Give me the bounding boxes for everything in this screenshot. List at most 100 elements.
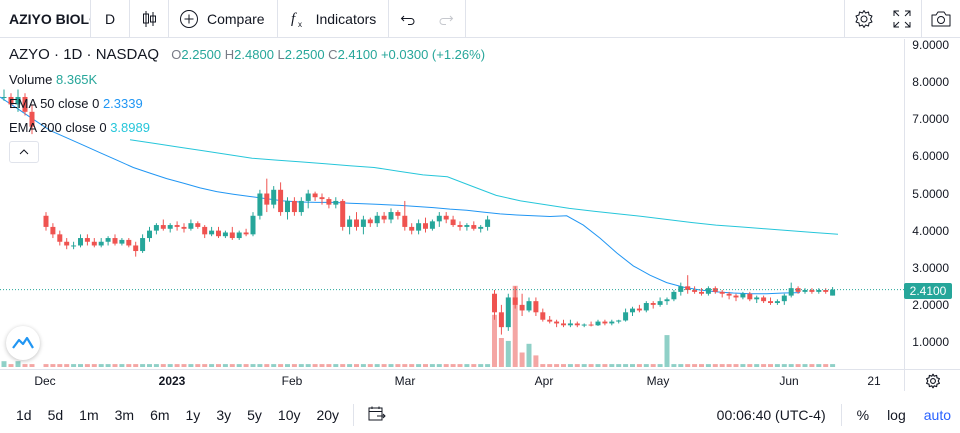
fullscreen-button[interactable] <box>883 0 921 38</box>
volume-bar <box>271 364 277 367</box>
volume-bar <box>181 364 187 367</box>
undo-button[interactable] <box>389 0 427 38</box>
candle-body <box>436 215 442 222</box>
ema50-legend[interactable]: EMA 50 close 0 2.3339 <box>9 96 143 111</box>
settings-button[interactable] <box>845 0 883 38</box>
candle-body <box>768 301 773 304</box>
price-axis[interactable]: 9.0000 8.0000 7.0000 6.0000 5.0000 4.0000 3.00… <box>904 38 960 369</box>
candle-body <box>457 225 463 227</box>
collapse-legend-button[interactable] <box>9 141 39 163</box>
range-5y[interactable]: 5y <box>247 407 262 423</box>
volume-bar <box>112 364 118 367</box>
snapshot-button[interactable] <box>922 0 960 38</box>
ema200-legend[interactable]: EMA 200 close 0 3.8989 <box>9 120 150 135</box>
range-1d[interactable]: 1d <box>16 407 32 423</box>
volume-bar <box>636 364 642 367</box>
top-toolbar: AZIYO BIOLOGICS D Compare f x Indicators <box>0 0 960 38</box>
candle-body <box>181 226 187 229</box>
volume-bar <box>595 364 601 367</box>
volume-bar <box>526 343 532 367</box>
volume-bar <box>664 335 670 367</box>
volume-bar <box>354 364 359 367</box>
candle-body <box>602 321 608 324</box>
volume-bar <box>733 364 739 367</box>
divider <box>90 0 91 38</box>
candle-body <box>498 312 504 328</box>
logo[interactable] <box>6 326 40 360</box>
range-20y[interactable]: 20y <box>316 407 340 423</box>
volume-bar <box>719 364 725 367</box>
open-label: O <box>171 47 182 62</box>
candle-body <box>326 199 332 205</box>
log-toggle[interactable]: log <box>887 407 906 423</box>
range-1m[interactable]: 1m <box>79 407 99 423</box>
volume-bar <box>650 364 656 367</box>
candle-body <box>112 238 118 244</box>
plus-circle-icon <box>180 9 198 28</box>
candle-body <box>188 223 194 229</box>
volume-legend[interactable]: Volume 8.365K <box>9 72 97 87</box>
volume-bar <box>160 364 166 367</box>
volume-bar <box>623 364 629 367</box>
chart-type-button[interactable] <box>130 0 168 38</box>
volume-bar <box>726 364 732 367</box>
volume-bar <box>492 314 497 367</box>
candle-body <box>609 321 615 324</box>
chevron-up-icon <box>19 149 29 155</box>
candle-body <box>98 241 104 246</box>
candle-body <box>719 291 725 294</box>
price-chart[interactable] <box>0 39 904 369</box>
candle-body <box>140 238 146 252</box>
range-5d[interactable]: 5d <box>47 407 64 423</box>
range-3y[interactable]: 3y <box>216 407 232 423</box>
volume-bar <box>15 361 21 367</box>
range-6m[interactable]: 6m <box>150 407 170 423</box>
candle-body <box>740 293 746 298</box>
candle-body <box>616 320 622 322</box>
ema200-line <box>129 139 839 235</box>
time-axis[interactable]: Dec 2023 Feb Mar Apr May Jun 21 <box>0 369 904 391</box>
volume-bar <box>264 364 270 367</box>
range-10y[interactable]: 10y <box>277 407 301 423</box>
candle-body <box>423 223 428 229</box>
percent-toggle[interactable]: % <box>856 407 870 423</box>
clock-timezone[interactable]: 00:06:40 (UTC-4) <box>716 407 826 423</box>
range-1y[interactable]: 1y <box>185 407 201 423</box>
ema200-value: 3.8989 <box>110 120 150 135</box>
candle-body <box>264 193 270 205</box>
candle-body <box>774 301 780 304</box>
volume-bar <box>402 364 408 367</box>
volume-bar <box>747 364 753 367</box>
redo-button[interactable] <box>427 0 465 38</box>
candle-body <box>236 232 242 239</box>
indicators-button[interactable]: f x Indicators <box>278 0 389 38</box>
range-3m[interactable]: 3m <box>114 407 135 423</box>
volume-bar <box>285 364 290 367</box>
volume-bar <box>512 285 518 367</box>
volume-bar <box>381 364 387 367</box>
volume-bar <box>581 364 587 367</box>
compare-button[interactable]: Compare <box>169 0 277 38</box>
candle-body <box>285 200 290 213</box>
volume-bar <box>609 364 615 367</box>
auto-toggle[interactable]: auto <box>923 407 951 423</box>
time-axis-label: Feb <box>281 374 303 388</box>
date-range-button[interactable] <box>360 406 394 425</box>
symbol-search[interactable]: AZIYO BIOLOGICS <box>9 10 90 27</box>
candle-body <box>574 323 580 326</box>
volume-bar <box>616 364 622 367</box>
legend-symbol[interactable]: AZYO <box>9 46 50 63</box>
volume-bar <box>229 364 235 367</box>
axis-settings-button[interactable] <box>904 369 960 391</box>
candle-body <box>712 288 718 292</box>
volume-bar <box>367 364 373 367</box>
volume-bar <box>712 364 718 367</box>
candle-body <box>354 219 359 227</box>
candle-body <box>443 215 449 220</box>
candle-body <box>243 232 249 235</box>
volume-bar <box>443 364 449 367</box>
candle-body <box>699 291 704 294</box>
volume-bar <box>133 364 139 367</box>
interval-button[interactable]: D <box>104 10 116 27</box>
volume-bar <box>22 364 28 367</box>
